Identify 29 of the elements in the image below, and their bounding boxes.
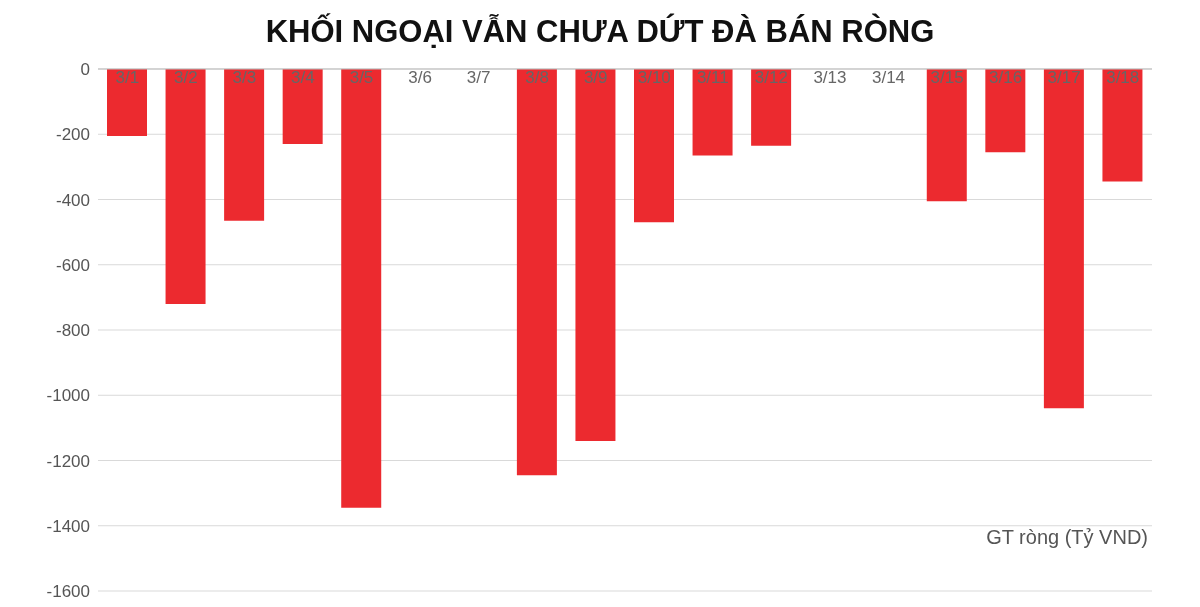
x-tick-label: 3/17: [1047, 68, 1081, 87]
y-tick-label: -1000: [46, 386, 90, 406]
x-tick-label: 3/13: [813, 68, 847, 87]
x-tick-label: 3/14: [871, 68, 906, 87]
y-tick-label: -1400: [46, 516, 90, 536]
y-tick-label: -600: [55, 255, 90, 275]
x-tick-label: 3/3: [232, 68, 257, 87]
x-tick-label: 3/4: [291, 68, 315, 87]
y-tick-label: -1600: [46, 582, 90, 602]
x-tick-label: 3/16: [989, 68, 1023, 87]
chart-title: KHỐI NGOẠI VẪN CHƯA DỨT ĐÀ BÁN RÒNG: [264, 12, 936, 51]
x-tick-label: 3/11: [696, 68, 729, 87]
x-tick-label: 3/10: [637, 68, 671, 87]
x-tick-label: 3/12: [754, 68, 788, 87]
x-tick-label: 3/18: [1106, 68, 1140, 87]
y-tick-label: -1200: [46, 451, 90, 471]
y-tick-label: -800: [55, 321, 90, 341]
x-tick-label: 3/7: [466, 68, 491, 87]
x-tick-label: 3/1: [115, 68, 140, 87]
x-tick-label: 3/15: [930, 68, 964, 87]
y-tick-label: -400: [55, 190, 90, 210]
x-tick-label: 3/8: [525, 68, 549, 87]
y-tick-label: 0: [80, 60, 90, 80]
y-tick-label: -200: [55, 125, 90, 145]
x-tick-label: 3/9: [583, 68, 608, 87]
x-tick-label: 3/6: [408, 68, 432, 87]
annotation: GT ròng (Tỷ VND): [986, 526, 1148, 549]
x-tick-label: 3/2: [174, 68, 198, 87]
x-tick-label: 3/5: [349, 68, 374, 87]
